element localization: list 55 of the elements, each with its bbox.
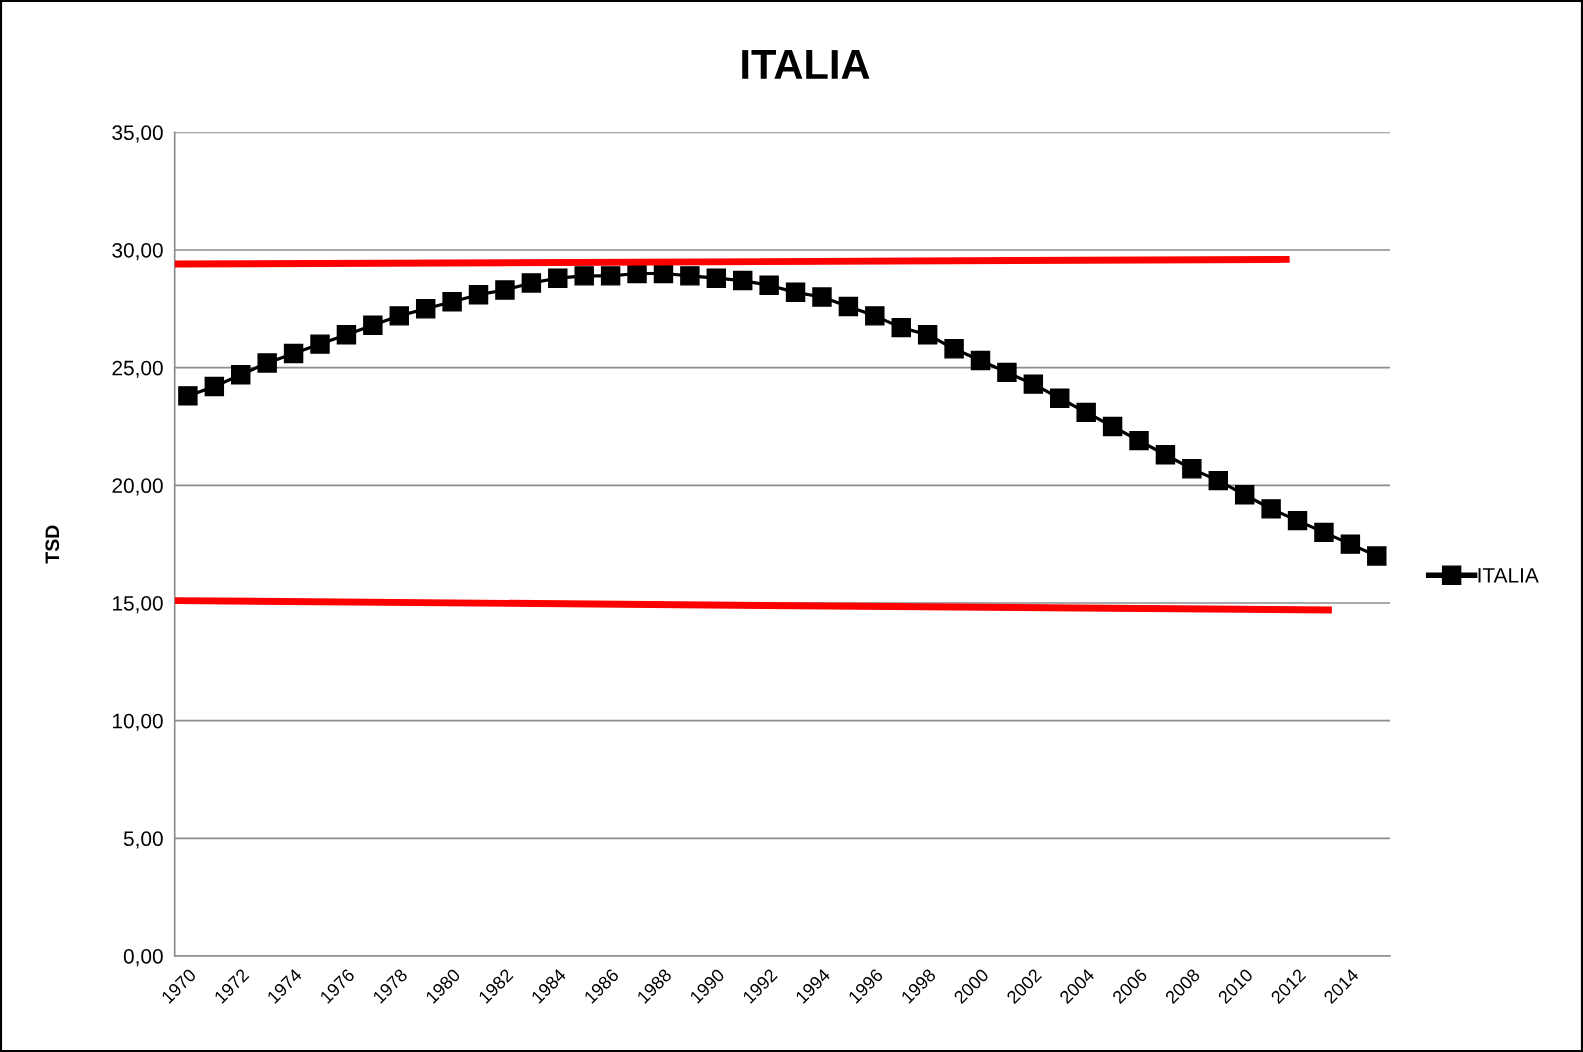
y-axis-title: TSD: [45, 525, 60, 564]
point: [1367, 546, 1387, 566]
y-tick-label: 0,00: [123, 949, 163, 967]
point: [1050, 388, 1070, 408]
y-tick-label: 15,00: [113, 595, 163, 614]
point: [944, 339, 964, 359]
y-tick-label: 35,00: [112, 125, 163, 143]
point: [310, 334, 330, 354]
point: [548, 268, 568, 288]
point: [1234, 485, 1255, 505]
point: [865, 306, 885, 326]
point: [1076, 402, 1096, 423]
point: [1314, 522, 1334, 543]
y-tick-label: 25,00: [112, 360, 163, 378]
point: [1182, 459, 1202, 479]
y-tick-label: 30,00: [112, 242, 163, 261]
point: [1155, 444, 1176, 465]
point: [204, 376, 225, 397]
point: [600, 266, 621, 286]
point: [389, 306, 409, 326]
point: [1023, 374, 1044, 394]
point: [997, 362, 1017, 383]
point: [178, 386, 198, 406]
point: [1340, 534, 1361, 554]
point: [257, 353, 277, 373]
point: [680, 266, 700, 286]
y-tick-label: 20,00: [112, 478, 163, 496]
point: [732, 270, 753, 291]
point: [521, 273, 542, 293]
point: [442, 292, 462, 312]
point: [759, 275, 779, 295]
point: [970, 350, 991, 371]
point: [231, 364, 251, 385]
legend-label: ITALIA: [1478, 568, 1539, 583]
point: [468, 284, 489, 305]
point: [283, 343, 304, 364]
point: [785, 282, 806, 303]
point: [1287, 510, 1308, 531]
point: [838, 296, 859, 317]
chart-title: ITALIA: [742, 50, 870, 79]
point: [706, 268, 727, 288]
point: [812, 287, 832, 307]
point: [495, 280, 515, 300]
point: [336, 324, 357, 345]
point: [891, 317, 911, 338]
point: [574, 266, 594, 286]
point: [1102, 416, 1123, 437]
point: [1129, 430, 1149, 451]
point: [415, 299, 436, 319]
y-tick-label: 5,00: [123, 831, 163, 849]
point: [1208, 470, 1228, 491]
y-tick-label: 10,00: [113, 713, 163, 731]
point: [1261, 499, 1281, 519]
point: [917, 324, 938, 345]
point: [363, 315, 383, 336]
